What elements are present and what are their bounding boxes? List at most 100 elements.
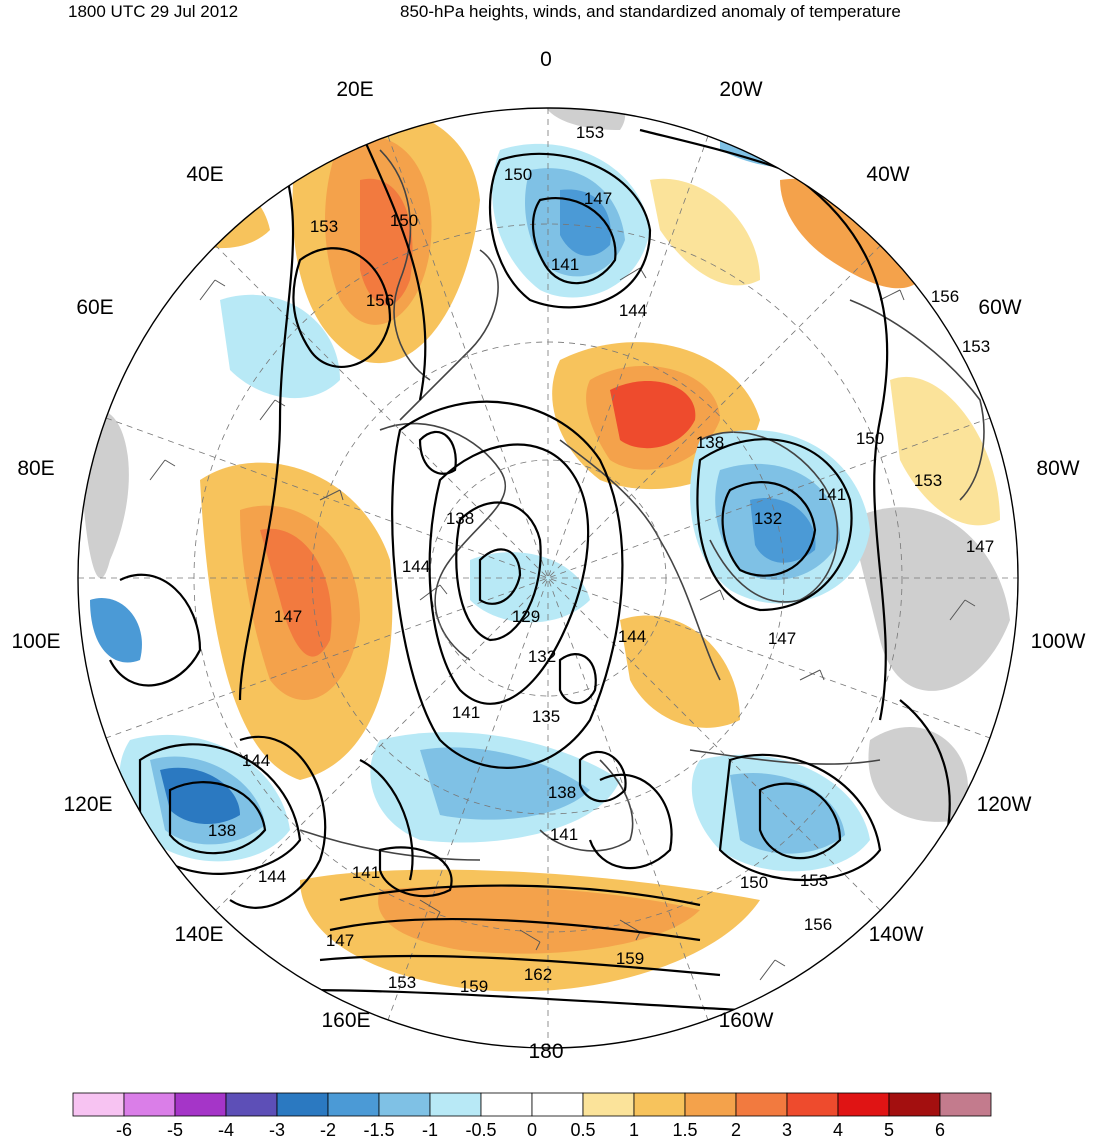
contour-label: 153 xyxy=(914,471,942,490)
colorbar-swatch xyxy=(327,1092,380,1117)
contour-label: 144 xyxy=(242,751,270,770)
lon-label-160e: 160E xyxy=(321,1009,370,1032)
contour-label: 153 xyxy=(310,217,338,236)
contour-label: 147 xyxy=(326,931,354,950)
contour-label: 153 xyxy=(576,123,604,142)
colorbar-swatch xyxy=(531,1092,584,1117)
lon-label-40w: 40W xyxy=(866,163,909,186)
colorbar-tick-label: 0.5 xyxy=(570,1120,596,1140)
colorbar-swatch xyxy=(837,1092,890,1117)
lon-label-180: 180 xyxy=(528,1040,563,1063)
contour-label: 141 xyxy=(352,863,380,882)
lon-label-100w: 100W xyxy=(1031,630,1086,653)
lon-label-160w: 160W xyxy=(719,1009,774,1032)
contour-label: 153 xyxy=(388,973,416,992)
coastlines xyxy=(299,149,985,861)
contour-label: 159 xyxy=(616,949,644,968)
contour-label: 150 xyxy=(856,429,884,448)
contour-label: 141 xyxy=(452,703,480,722)
lon-label-80w: 80W xyxy=(1036,457,1079,480)
colorbar-tick-label: 1 xyxy=(628,1120,640,1140)
lon-label-20e: 20E xyxy=(336,78,373,101)
contour-label: 147 xyxy=(584,189,612,208)
colorbar-tick-label: -6 xyxy=(115,1120,133,1140)
colorbar-swatch xyxy=(786,1092,839,1117)
contour-label: 138 xyxy=(208,821,236,840)
contour-label: 138 xyxy=(696,433,724,452)
valid-time: 1800 UTC 29 Jul 2012 xyxy=(68,2,239,21)
contour-label: 153 xyxy=(800,871,828,890)
contour-labels: 153 150 147 141 144 156 153 150 153 138 … xyxy=(208,123,994,996)
contour-label: 156 xyxy=(804,915,832,934)
colorbar-tick-label: 4 xyxy=(832,1120,844,1140)
colorbar-swatch xyxy=(174,1092,227,1117)
contour-label: 135 xyxy=(532,707,560,726)
wind-barbs xyxy=(149,267,976,981)
lon-label-140w: 140W xyxy=(869,923,924,946)
contour-label: 156 xyxy=(366,291,394,310)
colorbar-swatch xyxy=(735,1092,788,1117)
contour-label: 144 xyxy=(619,301,647,320)
height-contours xyxy=(109,119,1001,1012)
colorbar-tick-label: 5 xyxy=(883,1120,895,1140)
contour-label: 141 xyxy=(550,825,578,844)
contour-label: 138 xyxy=(548,783,576,802)
colorbar-tick-label: 0 xyxy=(526,1120,538,1140)
lon-label-40e: 40E xyxy=(186,163,223,186)
contour-label: 150 xyxy=(390,211,418,230)
colorbar-tick-label: -1 xyxy=(421,1120,439,1140)
colorbar-tick-label: -2 xyxy=(319,1120,337,1140)
lon-label-0: 0 xyxy=(540,48,552,71)
colorbar-swatch xyxy=(633,1092,686,1117)
contour-label: 144 xyxy=(258,867,286,886)
contour-label: 144 xyxy=(402,557,430,576)
contour-label: 141 xyxy=(551,255,579,274)
colorbar-swatch xyxy=(888,1092,941,1117)
map-boundary xyxy=(77,107,1019,1049)
contour-label: 150 xyxy=(740,873,768,892)
contour-label: 141 xyxy=(818,485,846,504)
longitude-labels: 0 20W 40W 60W 80W 100W 120W 140W 160W 18… xyxy=(11,48,1085,1063)
contour-label: 132 xyxy=(754,509,782,528)
colorbar-swatch xyxy=(684,1092,737,1117)
contour-label: 150 xyxy=(504,165,532,184)
colorbar-swatch xyxy=(939,1092,992,1117)
contour-label: 144 xyxy=(618,627,646,646)
lon-label-120e: 120E xyxy=(63,793,112,816)
contour-label: 132 xyxy=(528,647,556,666)
colorbar-tick-label: -3 xyxy=(268,1120,286,1140)
contour-label: 162 xyxy=(524,965,552,984)
colorbar-swatch xyxy=(72,1092,125,1117)
graticule xyxy=(78,108,1018,1048)
colorbar-swatch xyxy=(429,1092,482,1117)
colorbar-swatch xyxy=(276,1092,329,1117)
contour-label: 159 xyxy=(460,977,488,996)
lon-label-120w: 120W xyxy=(977,793,1032,816)
colorbar-swatch xyxy=(225,1092,278,1117)
contour-label: 156 xyxy=(931,287,959,306)
colorbar-tick-label: -1.5 xyxy=(363,1120,395,1140)
lon-label-140e: 140E xyxy=(174,923,223,946)
contour-label: 153 xyxy=(962,337,990,356)
colorbar-swatch xyxy=(123,1092,176,1117)
colorbar-swatch xyxy=(582,1092,635,1117)
colorbar-tick-label: 1.5 xyxy=(672,1120,698,1140)
colorbar-tick-label: 6 xyxy=(934,1120,946,1140)
contour-label: 147 xyxy=(966,537,994,556)
colorbar-swatch xyxy=(378,1092,431,1117)
lon-label-80e: 80E xyxy=(17,457,54,480)
contour-label: 138 xyxy=(446,509,474,528)
map-title: 850-hPa heights, winds, and standardized… xyxy=(400,2,901,21)
lon-label-100e: 100E xyxy=(11,630,60,653)
colorbar-tick-label: 2 xyxy=(730,1120,742,1140)
contour-label: 129 xyxy=(512,607,540,626)
colorbar-swatch xyxy=(480,1092,533,1117)
colorbar-tick-label: -0.5 xyxy=(465,1120,497,1140)
colorbar-tick-label: -5 xyxy=(166,1120,184,1140)
colorbar-tick-label: 3 xyxy=(781,1120,793,1140)
lon-label-20w: 20W xyxy=(719,78,762,101)
lon-label-60e: 60E xyxy=(76,296,113,319)
colorbar xyxy=(72,1092,992,1117)
contour-label: 147 xyxy=(768,629,796,648)
